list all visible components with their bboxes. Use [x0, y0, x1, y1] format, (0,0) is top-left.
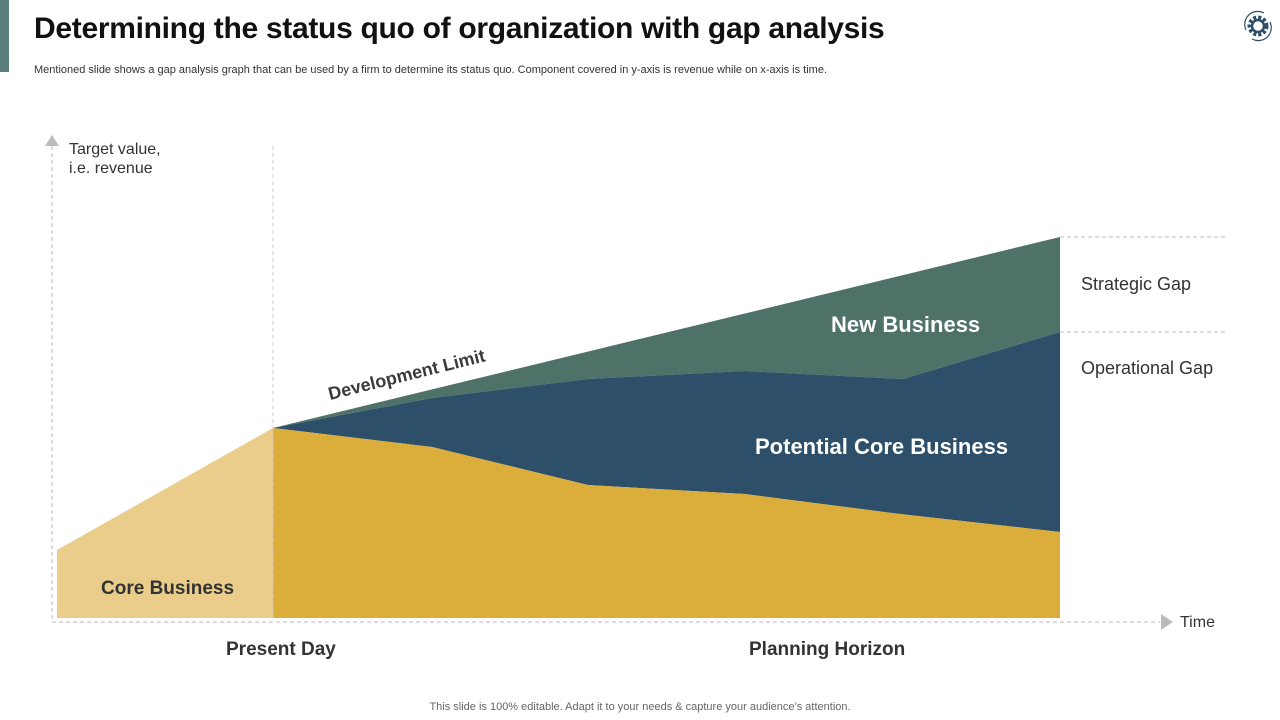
y-axis-arrow	[45, 135, 59, 146]
present-day-label: Present Day	[226, 639, 336, 660]
page-title: Determining the status quo of organizati…	[34, 12, 885, 45]
gear-cycle-icon	[1244, 10, 1272, 42]
accent-bar	[0, 0, 9, 72]
core-business-area	[273, 428, 1060, 618]
x-axis-label: Time	[1180, 614, 1215, 631]
y-axis-label-line1: Target value,	[69, 141, 161, 158]
potential-core-business-area	[273, 332, 1060, 532]
x-axis-arrow	[1161, 614, 1173, 630]
core-business-area-past	[57, 428, 273, 618]
y-axis-label-line2: i.e. revenue	[69, 160, 153, 177]
potential-core-business-label: Potential Core Business	[755, 434, 1009, 459]
operational-gap-label: Operational Gap	[1081, 358, 1214, 378]
planning-horizon-label: Planning Horizon	[749, 639, 906, 660]
new-business-label: New Business	[831, 312, 981, 337]
new-business-area	[273, 237, 1060, 428]
page-subtitle: Mentioned slide shows a gap analysis gra…	[34, 64, 828, 76]
core-business-label: Core Business	[101, 578, 235, 599]
strategic-gap-label: Strategic Gap	[1081, 274, 1192, 294]
footer-note: This slide is 100% editable. Adapt it to…	[429, 701, 851, 713]
